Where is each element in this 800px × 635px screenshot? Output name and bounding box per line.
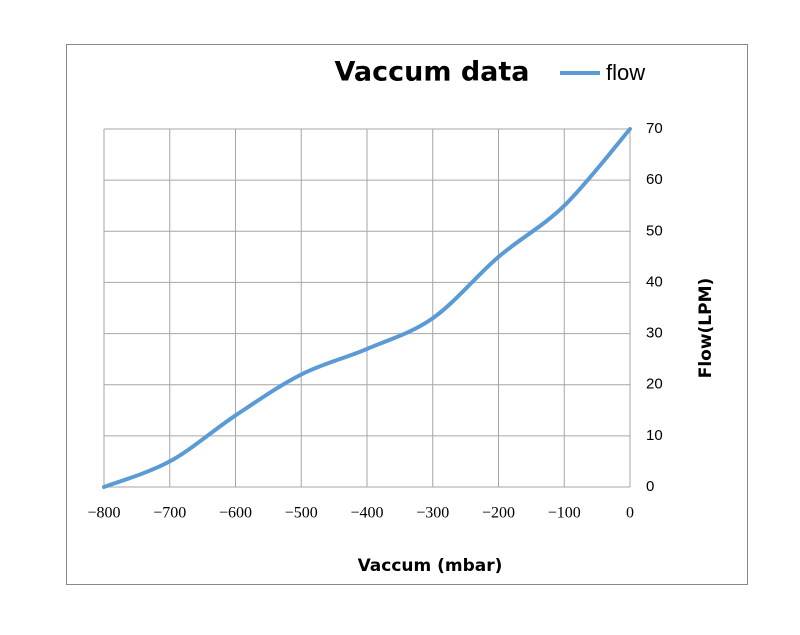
y-tick-label: 30 bbox=[646, 325, 663, 342]
y-tick-label: 20 bbox=[646, 376, 663, 393]
y-axis-title: Flow(LPM) bbox=[696, 278, 716, 379]
chart-frame bbox=[66, 44, 748, 585]
x-tick-label: −200 bbox=[482, 505, 515, 522]
x-tick-label: −100 bbox=[548, 505, 581, 522]
y-tick-label: 10 bbox=[646, 427, 663, 444]
line bbox=[102, 127, 632, 489]
chart-title: Vaccum data bbox=[334, 57, 529, 88]
y-tick-label: 70 bbox=[646, 120, 663, 137]
y-tick-label: 60 bbox=[646, 171, 663, 188]
x-axis-title: Vaccum (mbar) bbox=[358, 556, 503, 576]
legend-label: flow bbox=[606, 60, 645, 85]
y-tick-label: 0 bbox=[646, 478, 654, 495]
y-tick-label: 50 bbox=[646, 222, 663, 239]
x-tick-label: −500 bbox=[285, 505, 318, 522]
x-tick-label: −300 bbox=[416, 505, 449, 522]
x-tick-label: 0 bbox=[626, 505, 634, 522]
x-tick-label: −600 bbox=[219, 505, 252, 522]
y-tick-label: 40 bbox=[646, 273, 663, 290]
x-tick-label: −800 bbox=[87, 505, 120, 522]
x-tick-label: −700 bbox=[153, 505, 186, 522]
x-tick-label: −400 bbox=[350, 505, 383, 522]
